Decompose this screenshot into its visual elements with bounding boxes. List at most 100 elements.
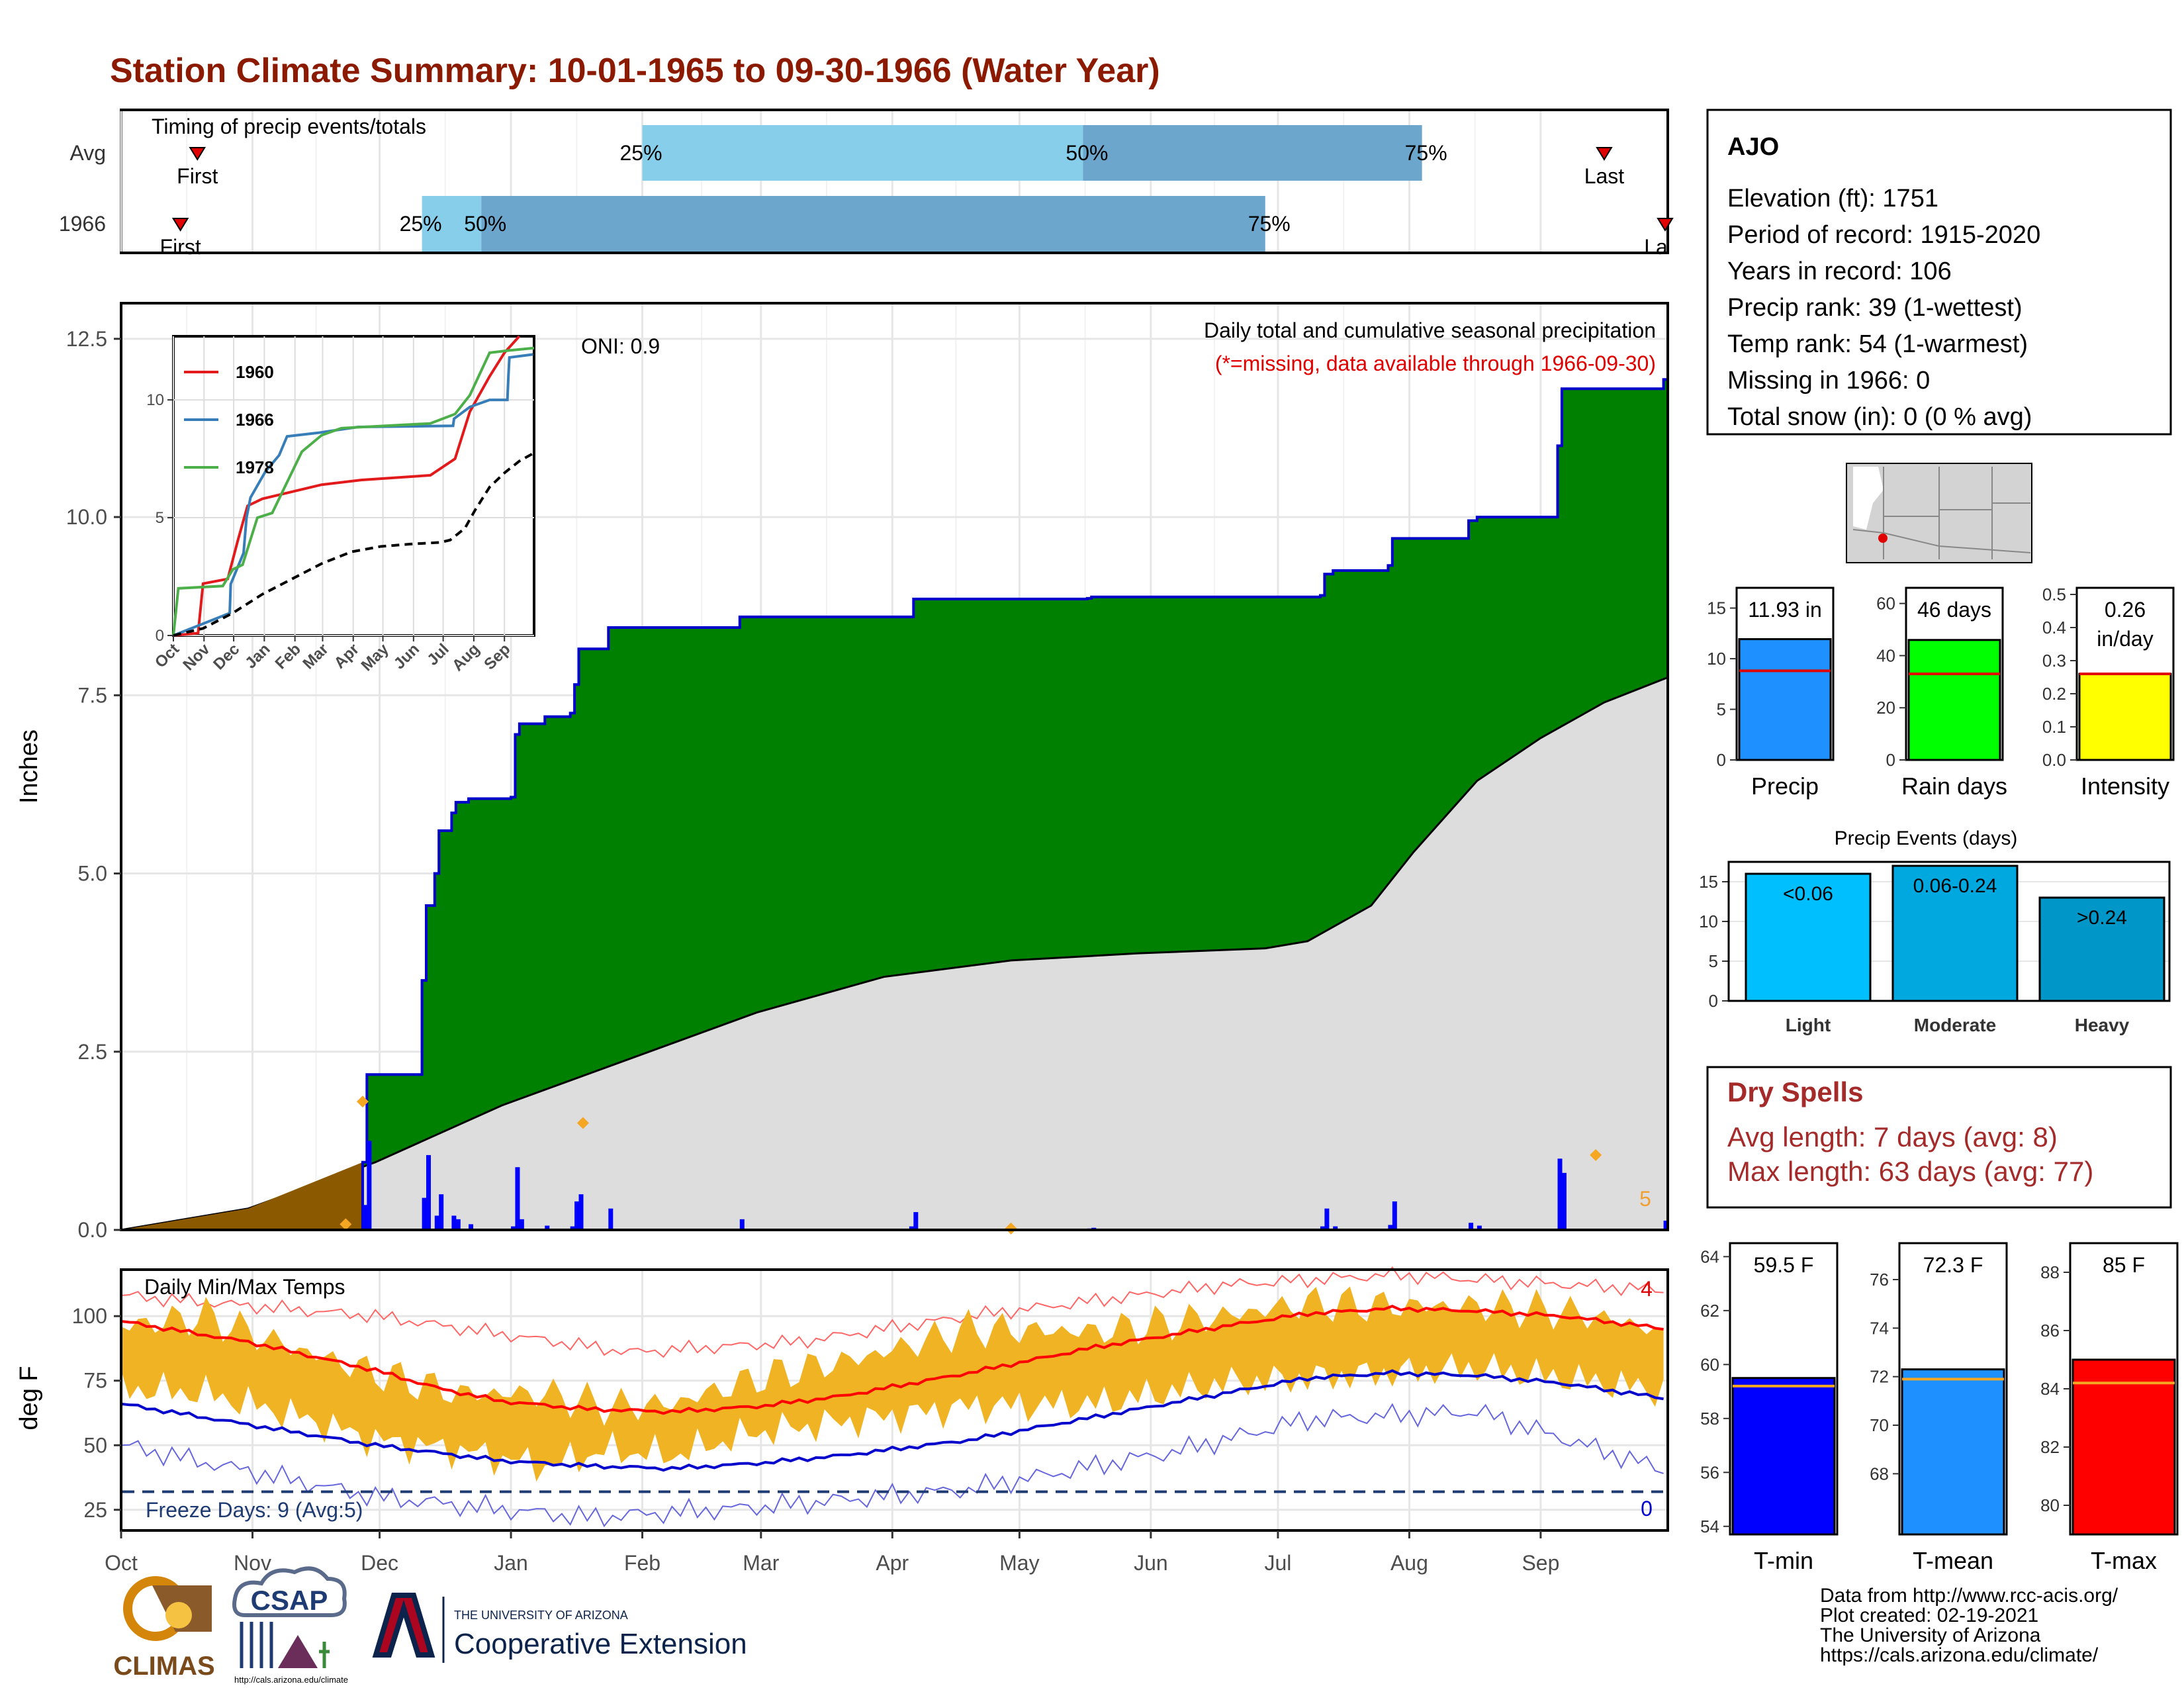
precip-y-label: Inches bbox=[15, 729, 43, 804]
climas-wordmark: CLIMAS bbox=[113, 1652, 214, 1681]
mini-bar-tick-label: 76 bbox=[1870, 1270, 1889, 1289]
mini-bar-charts: 0 5 10 15 11.93 in Precip 0 20 40 60 46 days Rain d… bbox=[1707, 585, 2175, 800]
precip-y-tick-label: 7.5 bbox=[78, 683, 107, 707]
daily-precip-bar bbox=[1561, 1172, 1567, 1230]
mini-bar-tick-label: 0 bbox=[1886, 750, 1895, 770]
mini-bar-tick-label: 20 bbox=[1876, 698, 1895, 718]
temp-y-label: deg F bbox=[15, 1366, 43, 1430]
locator-map bbox=[1846, 463, 2032, 563]
yr-first-marker bbox=[171, 218, 189, 232]
csap-url: http://cals.arizona.edu/climate bbox=[234, 1675, 348, 1685]
dry-spells-max: Max length: 63 days (avg: 77) bbox=[1727, 1156, 2093, 1187]
mini-bar-value-label: 46 days bbox=[1917, 598, 1991, 622]
yr-p75-label: 75% bbox=[1248, 212, 1291, 236]
daily-precip-bar bbox=[909, 1226, 914, 1230]
mini-bar-value bbox=[1731, 1377, 1836, 1536]
yr-q25-q50-bar bbox=[422, 196, 482, 252]
timing-row-1966-label: 1966 bbox=[59, 212, 106, 236]
event-marker bbox=[576, 1117, 589, 1129]
record-min-line bbox=[120, 1403, 1664, 1528]
month-label: Jun bbox=[1134, 1551, 1168, 1575]
daily-precip-bar bbox=[362, 1205, 367, 1230]
mini-bar-value-label: 11.93 in bbox=[1748, 598, 1822, 622]
climas-logo: CLIMAS bbox=[113, 1576, 215, 1681]
footer-university: The University of Arizona bbox=[1820, 1624, 2041, 1646]
mini-bar-tick-label: 82 bbox=[2040, 1437, 2060, 1457]
mini-bar-tick-label: 64 bbox=[1700, 1246, 1719, 1266]
mini-bar-name: Precip bbox=[1751, 773, 1819, 800]
footer-plot-date: Plot created: 02-19-2021 bbox=[1820, 1605, 2038, 1626]
mini-bar-tick-label: 5 bbox=[1717, 700, 1726, 720]
precip-events-bars: 0 5 10 15 <0.06 Light 0.06-0.24 Moderate >0.24 He… bbox=[1699, 861, 2171, 1035]
csap-cactus bbox=[319, 1642, 330, 1668]
daily-precip-bar bbox=[1320, 1226, 1325, 1230]
daily-precip-bar bbox=[739, 1219, 745, 1230]
event-marker bbox=[1005, 1222, 1017, 1235]
avg-p75-label: 75% bbox=[1405, 141, 1447, 165]
temp-y-tick-label: 75 bbox=[83, 1369, 107, 1393]
normal-cumulative-area bbox=[120, 676, 1669, 1231]
mini-bar-name: Intensity bbox=[2081, 773, 2169, 800]
mini-bar-tick-label: 68 bbox=[1870, 1464, 1889, 1483]
daily-precip-bar bbox=[511, 1226, 516, 1230]
precip-y-tick-label: 2.5 bbox=[78, 1040, 107, 1064]
mini-bar-tick-label: 84 bbox=[2040, 1379, 2060, 1399]
precip-events-title: Precip Events (days) bbox=[1835, 827, 2018, 849]
precip-y-tick-label: 10.0 bbox=[66, 505, 107, 529]
record-max-line bbox=[120, 1266, 1664, 1358]
mini-bar-tick-label: 88 bbox=[2040, 1262, 2060, 1282]
events-bar bbox=[1891, 865, 2019, 1002]
map-borders bbox=[1883, 467, 2030, 559]
page-title: Station Climate Summary: 10-01-1965 to 0… bbox=[110, 52, 1160, 90]
inset-y-tick-label: 10 bbox=[146, 391, 164, 409]
events-category-label: Heavy bbox=[2075, 1015, 2130, 1035]
avg-q50-q75-bar bbox=[1083, 125, 1422, 181]
ua-block-a bbox=[372, 1593, 435, 1658]
mini-bar-tick-label: 0.0 bbox=[2042, 750, 2066, 770]
mini-bar-tick-label: 54 bbox=[1700, 1517, 1719, 1536]
station-snow: Total snow (in): 0 (0 % avg) bbox=[1727, 403, 2032, 431]
mini-bar-value-label: 59.5 F bbox=[1754, 1253, 1814, 1277]
daily-precip-bar bbox=[574, 1201, 580, 1230]
freeze-days-label: Freeze Days: 9 (Avg:5) bbox=[146, 1498, 363, 1522]
dry-spells-frame bbox=[1706, 1066, 2172, 1209]
daily-precip-bar bbox=[515, 1167, 520, 1230]
temp-bar-charts: 54 56 58 60 62 64 59.5 F T-min 68 70 72 74 76 72.3 F T… bbox=[1700, 1242, 2179, 1574]
daily-precip-bar bbox=[1392, 1201, 1397, 1230]
event-marker bbox=[356, 1096, 369, 1108]
yr-p50-label: 50% bbox=[464, 212, 506, 236]
dry-spells-avg: Avg length: 7 days (avg: 8) bbox=[1727, 1121, 2058, 1152]
mini-bar-tick-label: 56 bbox=[1700, 1462, 1719, 1482]
dry-spells-box: Dry Spells Avg length: 7 days (avg: 8) M… bbox=[1706, 1066, 2172, 1209]
mini-bar-tick-label: 0.1 bbox=[2042, 717, 2066, 737]
mini-bar-value-label-2: in/day bbox=[2097, 627, 2153, 651]
events-frame bbox=[1727, 861, 2171, 1002]
daily-precip-bar bbox=[367, 1141, 372, 1230]
precip-y-tick-label: 5.0 bbox=[78, 862, 107, 886]
csap-rain-lines bbox=[240, 1622, 273, 1668]
mini-bar-value-label: 85 F bbox=[2103, 1253, 2145, 1277]
yr-first-label: First bbox=[160, 235, 201, 259]
mini-bar-name: T-mean bbox=[1913, 1547, 1993, 1574]
temp-y-tick-label: 100 bbox=[72, 1304, 107, 1328]
inset-legend: 1960 1966 1978 bbox=[184, 362, 274, 477]
precip-y-tick-label: 0.0 bbox=[78, 1218, 107, 1242]
events-tick-label: 10 bbox=[1699, 912, 1718, 931]
events-tick-label: 0 bbox=[1709, 991, 1718, 1011]
month-label: Mar bbox=[743, 1551, 779, 1575]
mini-bar-tick-label: 60 bbox=[1876, 594, 1895, 614]
avg-first-marker bbox=[189, 147, 206, 161]
station-name: AJO bbox=[1727, 133, 1779, 161]
oni-label: ONI: 0.9 bbox=[581, 334, 660, 358]
station-location-marker bbox=[1878, 534, 1888, 543]
footer-url: https://cals.arizona.edu/climate/ bbox=[1820, 1644, 2099, 1666]
event-marker bbox=[340, 1218, 352, 1231]
timing-row-avg-label: Avg bbox=[69, 141, 106, 165]
mini-bar-tick-label: 0.5 bbox=[2042, 585, 2066, 604]
daily-precip-bar bbox=[545, 1225, 550, 1230]
daily-precip-bar bbox=[1333, 1226, 1338, 1230]
temp-y-tick-label: 25 bbox=[83, 1498, 107, 1522]
inset-line-1966 bbox=[173, 353, 533, 637]
mini-bar-name: T-max bbox=[2091, 1547, 2157, 1574]
